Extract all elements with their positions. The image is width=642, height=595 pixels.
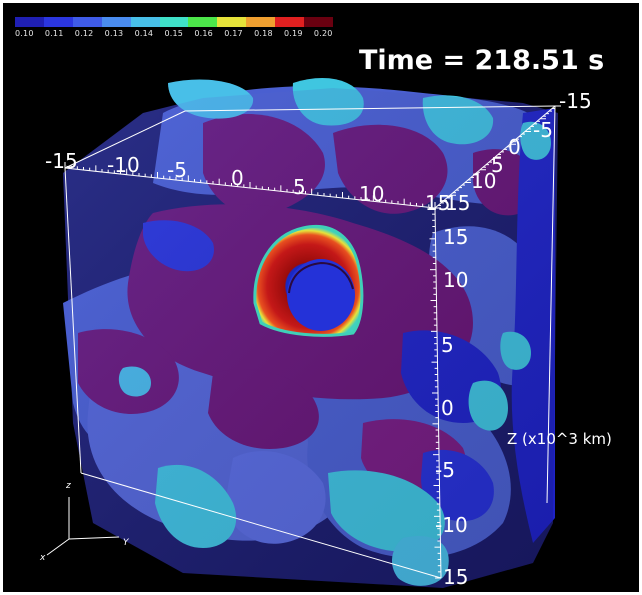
colorbar-segment bbox=[304, 17, 334, 27]
colorbar-tick-label: 0.10 bbox=[15, 29, 34, 38]
tick-label-depth: 10 bbox=[471, 169, 497, 193]
colorbar-segment bbox=[275, 17, 305, 27]
tick-label-depth: 15 bbox=[445, 191, 471, 215]
tick-label-top-x: 5 bbox=[293, 175, 306, 199]
time-label: Time = 218.51 s bbox=[359, 45, 605, 76]
tick-label-z: -10 bbox=[435, 513, 468, 537]
colorbar-tick-label: 0.19 bbox=[284, 29, 303, 38]
tick-label-top-x: -15 bbox=[45, 149, 78, 173]
axis-ticks bbox=[64, 105, 561, 579]
z-axis-label: Z (x10^3 km) bbox=[507, 430, 612, 448]
tick-label-depth: 5 bbox=[491, 153, 504, 177]
tick-label-top-x: 0 bbox=[231, 166, 244, 190]
colorbar-tick-label: 0.12 bbox=[74, 29, 94, 38]
colorbar-tick-label: 0.17 bbox=[224, 29, 243, 38]
volume-shading bbox=[63, 88, 558, 588]
colorbar-tick-label: 0.20 bbox=[313, 29, 333, 38]
inner-core bbox=[287, 259, 355, 331]
tick-label-z: 15 bbox=[443, 565, 469, 589]
tick-label-top-x: -5 bbox=[167, 158, 187, 182]
colorbar-tick-label: 0.16 bbox=[194, 29, 213, 38]
colorbar-segment bbox=[217, 17, 247, 27]
colorbar-tick-label: 0.13 bbox=[104, 29, 124, 38]
tick-label-z: 10 bbox=[443, 268, 469, 292]
colorbar-tick-label: 0.11 bbox=[44, 29, 64, 38]
colorbar-segment bbox=[43, 17, 74, 27]
tick-label-depth: -5 bbox=[533, 118, 553, 142]
triad-x-label: x bbox=[40, 553, 46, 563]
colorbar-segment bbox=[101, 17, 132, 27]
tick-label-z: -5 bbox=[435, 458, 455, 482]
tick-label-z: 15 bbox=[443, 225, 469, 249]
colorbar-tick-label: 0.14 bbox=[134, 29, 154, 38]
tick-label-depth: 0 bbox=[508, 135, 521, 159]
colorbar-segment bbox=[15, 17, 45, 27]
tick-label-top-x: 15 bbox=[425, 191, 451, 215]
tick-label-z: 5 bbox=[441, 333, 454, 357]
colorbar-segment bbox=[72, 17, 103, 27]
tick-label-depth: -15 bbox=[559, 89, 592, 113]
colorbar-segment bbox=[130, 17, 161, 27]
isosurface-render bbox=[46, 78, 561, 588]
visualization-frame: 0.10 0.11 0.12 0.13 0.14 0.15 0.16 0.17 0.18 0.19… bbox=[3, 3, 639, 592]
colorbar-segment bbox=[159, 17, 189, 27]
central-core-shell bbox=[253, 225, 364, 337]
colorbar-segment bbox=[246, 17, 276, 27]
tick-label-top-x: 10 bbox=[359, 182, 385, 206]
colorbar-tick-label: 0.15 bbox=[164, 29, 184, 38]
colorbar-segment bbox=[188, 17, 218, 27]
triad-z-label: z bbox=[66, 481, 71, 491]
triad-y-label: Y bbox=[123, 538, 129, 548]
tick-label-top-x: -10 bbox=[107, 153, 140, 177]
axis-triad bbox=[46, 497, 120, 556]
colorbar-tick-label: 0.18 bbox=[254, 29, 273, 38]
tick-label-z: 0 bbox=[441, 396, 454, 420]
